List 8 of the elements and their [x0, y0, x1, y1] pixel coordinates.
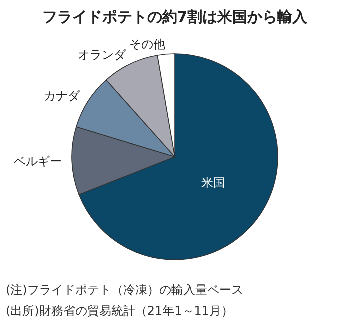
- slice-label: カナダ: [44, 89, 81, 104]
- slice-label: オランダ: [78, 48, 127, 62]
- slice-label: 米国: [201, 176, 226, 190]
- chart-title: フライドポテトの約7割は米国から輸入: [42, 8, 309, 26]
- text: (出所)財務省の貿易統計（21年1～11月）: [6, 304, 234, 318]
- slice-label: ベルギー: [14, 154, 62, 169]
- slice-label: その他: [129, 37, 166, 52]
- text: (注)フライドポテト（冷凍）の輸入量ベース: [6, 283, 244, 297]
